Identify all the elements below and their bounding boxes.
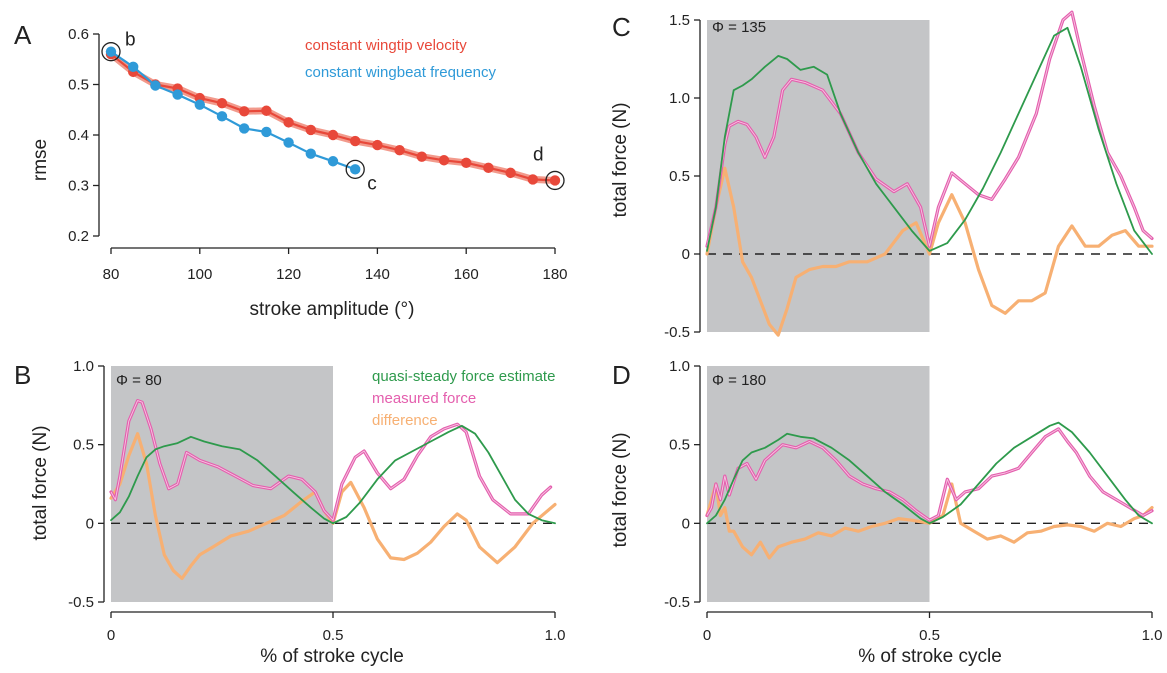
wingtip-velocity-point xyxy=(461,157,472,168)
wingbeat-frequency-point xyxy=(128,61,139,73)
x-tick-label: 100 xyxy=(187,266,212,283)
difference-series-line xyxy=(705,482,1154,560)
y-tick-label: 0.5 xyxy=(73,437,94,454)
panel-d-xlabel: % of stroke cycle xyxy=(858,646,1002,667)
x-tick-label: 0 xyxy=(703,627,711,644)
wingtip-velocity-point xyxy=(239,106,250,117)
wingtip-velocity-point xyxy=(216,97,228,109)
panel-a-chart: 0.2 0.3 0.4 0.5 0.6 80 100 120 140 160 180 b c d rms… xyxy=(30,26,568,320)
y-tick-label: 1.0 xyxy=(669,358,690,375)
panel-a-ylabel: rmse xyxy=(30,139,51,181)
wingbeat-frequency-point xyxy=(216,111,228,122)
wingbeat-frequency-point xyxy=(172,89,183,100)
y-tick-label: 1.5 xyxy=(669,12,690,29)
legend-difference: difference xyxy=(372,412,438,429)
y-tick-label: -0.5 xyxy=(68,594,94,611)
wingtip-velocity-point xyxy=(327,129,339,141)
wingtip-velocity-point xyxy=(527,174,538,185)
wingtip-velocity-point xyxy=(350,135,361,147)
y-tick-label: 0.5 xyxy=(68,77,89,94)
quasi-steady-series-line xyxy=(706,26,1153,255)
y-tick-label: 0.3 xyxy=(68,178,89,195)
panel-d-phi-label: Φ = 180 xyxy=(712,372,766,389)
x-tick-label: 1.0 xyxy=(545,627,566,644)
y-tick-label: 1.0 xyxy=(669,90,690,107)
wingtip-velocity-point xyxy=(372,139,383,151)
y-tick-label: 0.6 xyxy=(68,26,89,43)
annotation-label-d: d xyxy=(533,144,544,165)
y-tick-label: 0.5 xyxy=(669,437,690,454)
panel-b-chart: -0.5 0 0.5 1.0 0 0.5 1.0 Φ = 80 total force (N… xyxy=(30,358,565,667)
wingbeat-frequency-point xyxy=(105,46,117,57)
annotation-label-c: c xyxy=(367,173,377,194)
annotation-ring xyxy=(101,42,121,62)
wingbeat-frequency-point xyxy=(283,137,294,148)
panel-b-phi-label: Φ = 80 xyxy=(116,372,162,389)
measured-force-highlight xyxy=(706,428,1153,521)
x-tick-label: 180 xyxy=(542,266,567,283)
x-tick-label: 0 xyxy=(107,627,115,644)
wingtip-velocity-point xyxy=(305,124,316,136)
legend-constant-wingbeat-frequency: constant wingbeat frequency xyxy=(305,64,496,81)
measured-force-highlight xyxy=(706,11,1153,247)
quasi-steady-series-line xyxy=(110,424,556,525)
panel-letter-d: D xyxy=(612,360,631,390)
y-tick-label: 0 xyxy=(682,515,690,532)
wingbeat-frequency-point xyxy=(194,99,205,110)
legend-constant-wingtip-velocity: constant wingtip velocity xyxy=(305,37,467,54)
y-tick-label: 0.4 xyxy=(68,127,89,144)
wingtip-velocity-point xyxy=(505,167,516,179)
x-tick-label: 0.5 xyxy=(323,627,344,644)
x-tick-label: 0.5 xyxy=(919,627,940,644)
wingbeat-frequency-point xyxy=(239,123,250,134)
y-tick-label: 0.2 xyxy=(68,228,89,245)
x-tick-label: 140 xyxy=(365,266,390,283)
panel-letter-c: C xyxy=(612,12,631,42)
wingbeat-frequency-point xyxy=(327,156,339,167)
wingtip-velocity-point xyxy=(483,162,494,174)
y-tick-label: 1.0 xyxy=(73,358,94,375)
x-tick-label: 80 xyxy=(103,266,120,283)
wingtip-velocity-point xyxy=(283,117,294,128)
legend-measured-force: measured force xyxy=(372,390,476,407)
panel-letter-b: B xyxy=(14,360,31,390)
panel-a-xlabel: stroke amplitude (°) xyxy=(250,299,415,320)
panel-b-ylabel: total force (N) xyxy=(30,425,51,540)
y-tick-label: -0.5 xyxy=(664,594,690,611)
annotation-ring xyxy=(345,159,365,179)
wingbeat-frequency-point xyxy=(150,80,161,91)
y-tick-label: 0 xyxy=(682,246,690,263)
wingtip-velocity-point xyxy=(438,155,450,166)
wingtip-velocity-point xyxy=(261,105,272,116)
wingtip-velocity-point xyxy=(416,151,427,162)
panel-c-phi-label: Φ = 135 xyxy=(712,19,766,36)
quasi-steady-series-line xyxy=(706,421,1153,525)
y-tick-label: 0 xyxy=(86,515,94,532)
wingtip-velocity-point xyxy=(394,144,405,156)
wingbeat-frequency-point xyxy=(305,148,316,159)
x-tick-label: 120 xyxy=(276,266,301,283)
x-tick-label: 160 xyxy=(454,266,479,283)
downstroke-shading xyxy=(111,366,333,602)
downstroke-shading xyxy=(707,20,930,332)
annotation-ring xyxy=(545,170,565,191)
panel-c-chart: -0.5 0 0.5 1.0 1.5 Φ = 135 total force (N) xyxy=(610,10,1154,341)
panel-d-chart: -0.5 0 0.5 1.0 0 0.5 1.0 Φ = 180 total force (… xyxy=(610,358,1162,667)
downstroke-shading xyxy=(707,366,930,602)
wingbeat-frequency-point xyxy=(261,126,272,138)
annotation-label-b: b xyxy=(125,30,136,51)
x-tick-label: 1.0 xyxy=(1142,627,1163,644)
panel-letter-a: A xyxy=(14,20,32,50)
y-tick-label: -0.5 xyxy=(664,324,690,341)
measured-force-highlight xyxy=(110,400,551,521)
panel-c-ylabel: total force (N) xyxy=(610,102,631,217)
wingbeat-frequency-point xyxy=(350,164,361,175)
wingtip-velocity-point xyxy=(549,175,561,186)
panel-d-ylabel: total force (N) xyxy=(610,432,631,547)
difference-series-line xyxy=(705,166,1154,337)
y-tick-label: 0.5 xyxy=(669,168,690,185)
legend-quasi-steady: quasi-steady force estimate xyxy=(372,368,555,385)
panel-b-xlabel: % of stroke cycle xyxy=(260,646,404,667)
